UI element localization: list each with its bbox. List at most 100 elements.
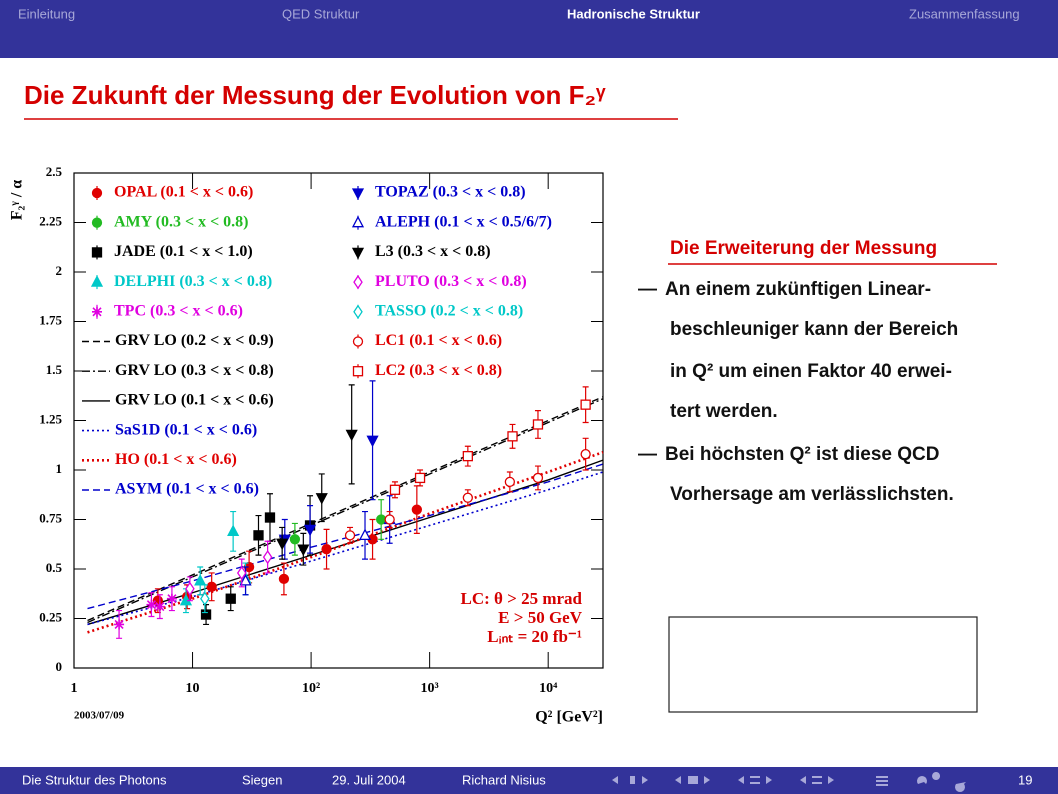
bullet-mark: —: [638, 444, 657, 465]
marker: [504, 476, 516, 488]
legend-label: L3 (0.3 < x < 0.8): [375, 243, 491, 260]
marker: [376, 514, 387, 525]
marker: [194, 573, 207, 586]
legend-label: DELPHI (0.3 < x < 0.8): [114, 273, 272, 290]
marker: [351, 247, 365, 260]
y-tick-label: 1.25: [39, 411, 62, 426]
slide-title: Die Zukunft der Messung der Evolution vo…: [24, 80, 606, 110]
marker: [315, 493, 328, 505]
y-tick-label: 2.5: [46, 164, 63, 179]
x-tick-label: 1: [71, 681, 78, 696]
marker: [185, 581, 195, 596]
marker: [225, 593, 236, 604]
footer-item: Siegen: [242, 772, 282, 787]
nav-icons: [612, 772, 966, 792]
footer-item: 29. Juli 2004: [332, 772, 406, 787]
legend-label: GRV LO (0.1 < x < 0.6): [115, 392, 274, 409]
bullet-line: in Q² um einen Faktor 40 erwei-: [670, 361, 952, 382]
marker: [303, 524, 317, 537]
marker: [353, 304, 363, 319]
marker: [352, 336, 364, 347]
icon[interactable]: [675, 776, 710, 784]
marker: [92, 306, 102, 317]
icon[interactable]: [738, 776, 772, 784]
bullet-line: An einem zukünftigen Linear-: [665, 279, 931, 300]
bullet-line: Bei höchsten Q² ist diese QCD: [665, 444, 940, 465]
x-tick-label: 10²: [302, 681, 320, 696]
marker: [264, 512, 276, 523]
legend-label: GRV LO (0.2 < x < 0.9): [115, 332, 274, 349]
nav-item[interactable]: Einleitung: [18, 6, 75, 21]
marker: [91, 187, 103, 199]
curve: [87, 450, 604, 634]
marker: [276, 538, 289, 551]
legend-label: SaS1D (0.1 < x < 0.6): [115, 421, 257, 438]
marker: [91, 217, 103, 228]
nav-item[interactable]: QED Struktur: [282, 6, 360, 21]
date: 2003/07/09: [74, 710, 125, 722]
curve: [87, 396, 604, 622]
marker: [351, 188, 365, 200]
x-axis-label: Q² [GeV²]: [535, 709, 603, 726]
bullet-mark: —: [638, 279, 657, 300]
marker: [366, 435, 379, 448]
icon[interactable]: [800, 776, 834, 784]
x-tick-label: 10⁴: [539, 681, 558, 696]
legend-label: TASSO (0.2 < x < 0.8): [375, 302, 523, 319]
legend-label: OPAL (0.1 < x < 0.6): [114, 184, 253, 201]
legend-label: AMY (0.3 < x < 0.8): [114, 213, 249, 230]
marker: [289, 534, 301, 545]
marker: [532, 419, 544, 430]
marker: [580, 399, 591, 410]
y-axis-label: F₂ᵞ / α: [9, 180, 26, 221]
marker: [200, 609, 212, 620]
legend-label: TOPAZ (0.3 < x < 0.8): [375, 184, 526, 201]
marker: [200, 591, 210, 606]
bullet-line: Vorhersage am verlässlichsten.: [670, 484, 954, 505]
footer-item: Richard Nisius: [462, 772, 546, 787]
legend-label: ALEPH (0.1 < x < 0.5/6/7): [375, 213, 552, 230]
bullet-line: tert werden.: [670, 401, 778, 422]
footer-item: Die Struktur des Photons: [22, 772, 167, 787]
y-tick-label: 0: [56, 659, 63, 674]
marker: [462, 450, 473, 462]
marker: [321, 544, 332, 555]
marker: [507, 431, 518, 442]
marker: [236, 565, 247, 581]
marker: [278, 573, 290, 585]
icon[interactable]: [612, 776, 648, 784]
marker: [532, 472, 544, 484]
curve: [87, 463, 604, 610]
page-number: 19: [1018, 772, 1032, 787]
marker: [206, 581, 217, 592]
marker: [353, 274, 363, 290]
marker: [239, 573, 252, 586]
plot: 0 0.25 0.5 0.75 1 1.25 1.5 1.75 2 2.25 2.5 1 10 10² 10…: [9, 164, 604, 726]
y-tick-label: 0.25: [39, 609, 62, 624]
marker: [90, 275, 104, 287]
icon[interactable]: [876, 776, 888, 786]
marker: [146, 599, 157, 610]
marker: [91, 247, 103, 258]
annotation: Lᵢₙₜ = 20 fb⁻¹: [487, 627, 582, 646]
legend-label: TPC (0.3 < x < 0.6): [114, 302, 243, 319]
nav-item[interactable]: Zusammenfassung: [909, 6, 1020, 21]
marker: [344, 530, 356, 541]
nav-item[interactable]: Hadronische Struktur: [567, 6, 700, 21]
legend-label: LC1 (0.1 < x < 0.6): [375, 332, 502, 349]
marker: [352, 366, 364, 377]
marker: [262, 549, 273, 565]
y-tick-label: 1.75: [39, 312, 62, 327]
icon[interactable]: [916, 772, 966, 792]
marker: [227, 524, 240, 537]
marker: [462, 492, 473, 503]
marker: [358, 528, 372, 540]
marker: [384, 514, 395, 525]
side-heading: Die Erweiterung der Messung: [670, 238, 937, 259]
y-tick-label: 0.75: [39, 510, 62, 525]
marker: [297, 544, 310, 557]
y-tick-label: 2: [56, 263, 63, 278]
box: [668, 616, 978, 713]
marker: [351, 215, 365, 228]
legend-label: PLUTO (0.3 < x < 0.8): [375, 273, 527, 290]
